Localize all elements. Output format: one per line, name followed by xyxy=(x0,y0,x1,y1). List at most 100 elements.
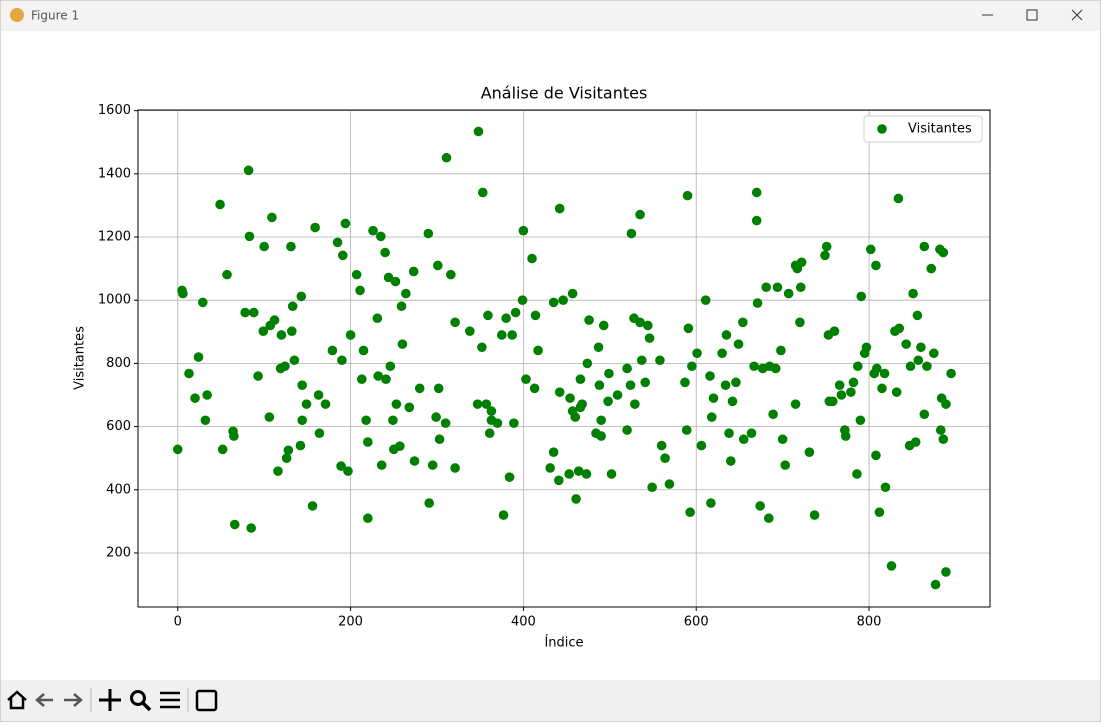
point xyxy=(834,380,845,390)
point xyxy=(244,231,255,242)
point xyxy=(919,409,930,420)
point xyxy=(836,390,847,400)
y-tick-label: 200 xyxy=(106,545,131,560)
point xyxy=(894,323,905,334)
point xyxy=(396,301,407,312)
point xyxy=(492,418,503,428)
y-tick-label: 1600 xyxy=(98,103,131,118)
point xyxy=(717,348,727,359)
point xyxy=(880,482,891,493)
point xyxy=(636,355,647,366)
point xyxy=(440,418,451,428)
point xyxy=(301,399,312,409)
point xyxy=(622,363,632,374)
point xyxy=(404,402,415,413)
toolbar xyxy=(1,680,1100,721)
point xyxy=(507,330,517,340)
point xyxy=(577,399,587,409)
point xyxy=(598,320,609,331)
point xyxy=(604,368,614,379)
point xyxy=(423,228,434,239)
point xyxy=(687,361,697,372)
point xyxy=(246,523,256,533)
zoom-button[interactable] xyxy=(130,690,146,706)
point xyxy=(749,361,759,372)
point xyxy=(685,507,695,518)
zoom-handle xyxy=(141,701,152,712)
point xyxy=(768,409,778,420)
y-tick-label: 800 xyxy=(106,356,131,371)
point xyxy=(682,190,693,201)
pan-button[interactable] xyxy=(99,689,121,711)
close-button[interactable] xyxy=(1071,9,1083,21)
point xyxy=(871,260,881,271)
point xyxy=(865,244,876,255)
point xyxy=(910,437,921,447)
point xyxy=(340,218,351,229)
point xyxy=(184,368,194,379)
point xyxy=(852,469,862,479)
point xyxy=(664,479,675,489)
back-button[interactable] xyxy=(35,693,53,707)
configure-button[interactable] xyxy=(160,691,180,709)
point xyxy=(554,203,565,214)
point xyxy=(287,301,298,312)
point xyxy=(427,460,438,470)
point xyxy=(289,355,300,366)
point xyxy=(606,469,617,479)
point xyxy=(905,361,916,372)
point xyxy=(273,466,283,476)
point xyxy=(498,510,509,520)
point xyxy=(510,307,521,318)
point xyxy=(286,241,296,252)
point xyxy=(385,361,396,372)
point xyxy=(509,418,519,428)
point xyxy=(596,415,606,426)
point xyxy=(527,253,537,264)
point xyxy=(517,295,528,306)
point xyxy=(473,126,484,137)
point xyxy=(368,225,378,236)
point xyxy=(855,415,866,426)
point xyxy=(575,374,586,384)
point xyxy=(314,428,325,439)
point xyxy=(901,339,911,349)
point xyxy=(287,326,297,336)
point xyxy=(922,361,932,372)
app-icon xyxy=(10,8,24,22)
point xyxy=(770,363,781,374)
y-tick-label: 400 xyxy=(106,482,131,497)
point xyxy=(593,342,604,353)
point xyxy=(337,250,348,261)
point xyxy=(397,339,408,349)
point xyxy=(533,345,543,356)
point xyxy=(253,371,263,381)
point xyxy=(433,260,443,271)
point xyxy=(243,165,254,176)
home-button[interactable] xyxy=(7,690,27,710)
point xyxy=(706,498,716,508)
point xyxy=(871,450,881,461)
point xyxy=(198,297,208,308)
y-tick-label: 1400 xyxy=(98,166,131,181)
point xyxy=(581,469,592,479)
point xyxy=(441,152,452,163)
save-button[interactable] xyxy=(195,689,218,712)
point xyxy=(450,463,460,473)
point xyxy=(596,431,606,441)
point xyxy=(733,339,744,349)
point xyxy=(217,444,228,455)
point xyxy=(363,513,373,524)
point xyxy=(345,330,356,340)
point xyxy=(700,295,711,306)
maximize-button[interactable] xyxy=(1026,9,1038,21)
point xyxy=(465,326,475,336)
point xyxy=(916,342,926,353)
forward-button[interactable] xyxy=(64,693,83,707)
point xyxy=(640,377,651,388)
point xyxy=(361,415,371,426)
point xyxy=(724,428,734,439)
plot-frame xyxy=(137,109,991,608)
point xyxy=(297,380,307,390)
